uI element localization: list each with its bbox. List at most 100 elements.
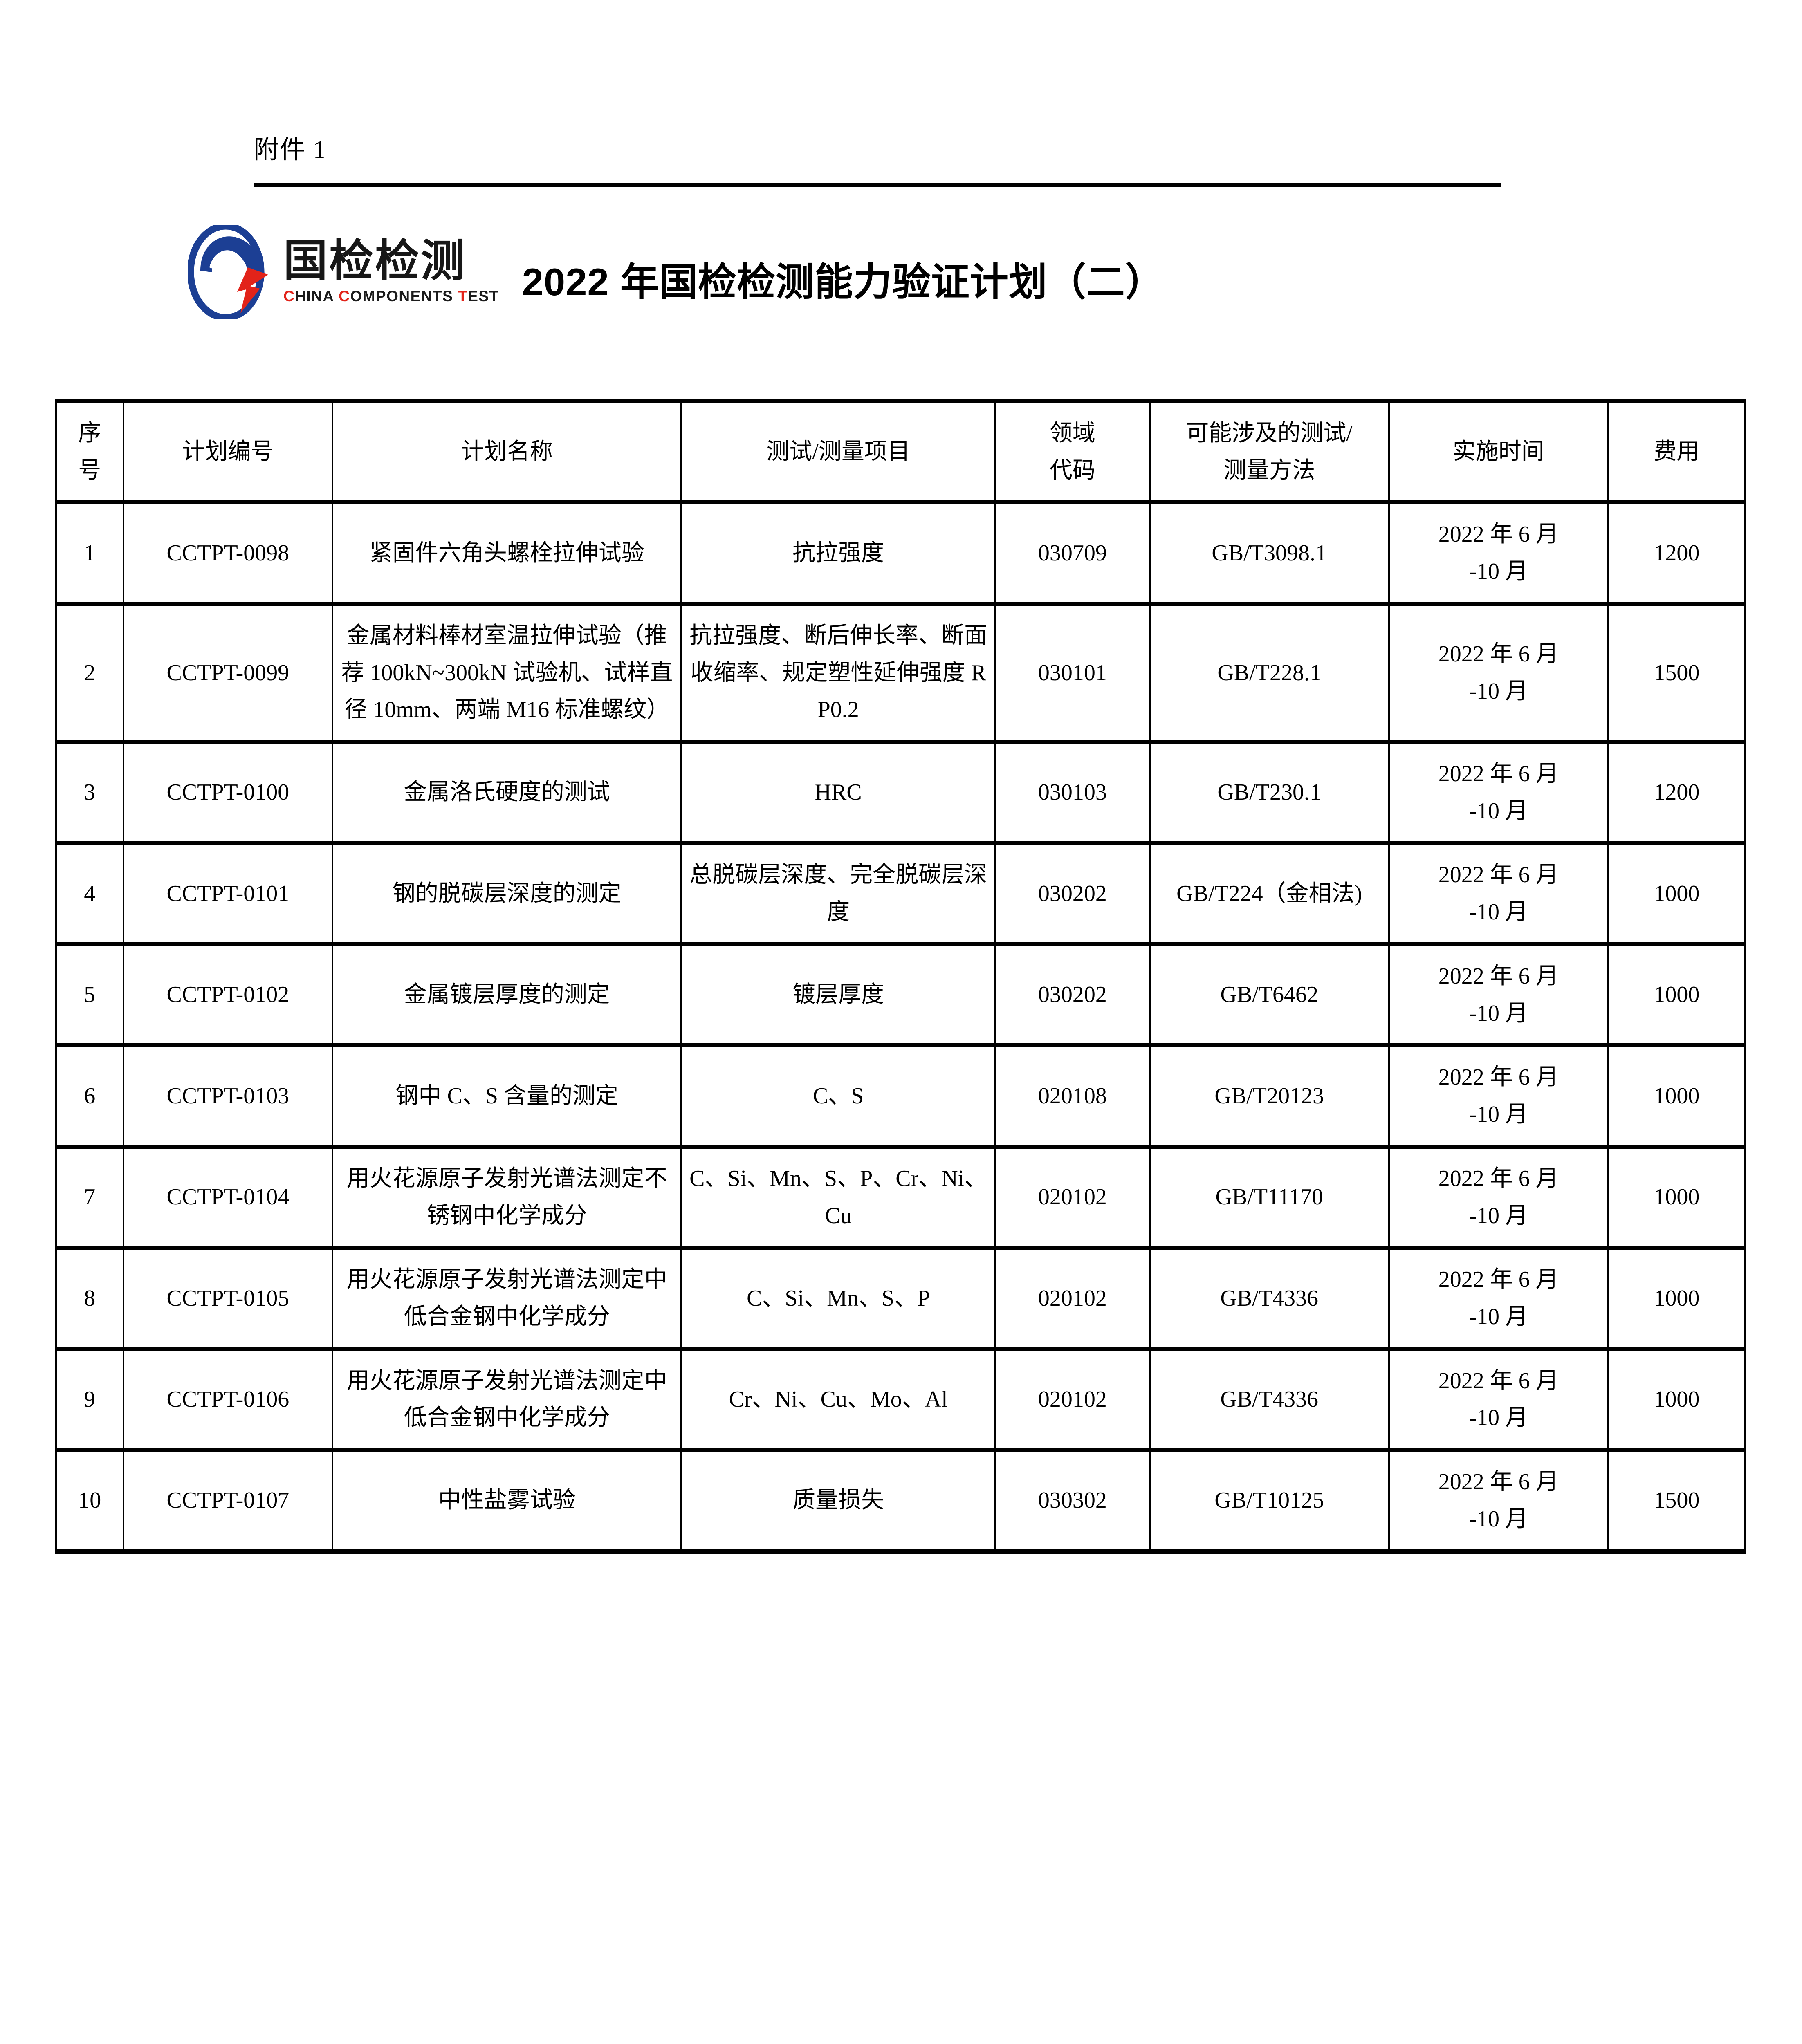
cell-fee: 1500 bbox=[1607, 601, 1746, 744]
cell-plan-name: 金属镀层厚度的测定 bbox=[332, 942, 682, 1048]
cell-test-item: C、Si、Mn、S、P、Cr、Ni、Cu bbox=[680, 1144, 996, 1250]
cell-field-code: 020102 bbox=[994, 1246, 1151, 1351]
cell-plan-name: 用火花源原子发射光谱法测定中低合金钢中化学成分 bbox=[332, 1246, 682, 1351]
column-header-time: 实施时间 bbox=[1388, 398, 1609, 505]
table-row: 10 CCTPT-0107 中性盐雾试验 质量损失 030302 GB/T101… bbox=[55, 1448, 1746, 1554]
cell-plan-name: 中性盐雾试验 bbox=[332, 1448, 682, 1554]
cell-test-item: 镀层厚度 bbox=[680, 942, 996, 1048]
cell-method: GB/T230.1 bbox=[1149, 740, 1390, 845]
table-row: 4 CCTPT-0101 钢的脱碳层深度的测定 总脱碳层深度、完全脱碳层深度 0… bbox=[55, 841, 1746, 946]
cell-field-code: 030101 bbox=[994, 601, 1151, 744]
cell-field-code: 030202 bbox=[994, 942, 1151, 1048]
cell-plan-code: CCTPT-0099 bbox=[122, 601, 334, 744]
cell-time-line1: 2022 年 6 月 bbox=[1438, 862, 1559, 888]
cell-plan-name: 用火花源原子发射光谱法测定不锈钢中化学成分 bbox=[332, 1144, 682, 1250]
cell-fee: 1000 bbox=[1607, 841, 1746, 946]
cell-time: 2022 年 6 月 -10 月 bbox=[1388, 1246, 1609, 1351]
cell-seq: 8 bbox=[55, 1246, 124, 1351]
cell-time-line1: 2022 年 6 月 bbox=[1438, 1267, 1559, 1293]
cell-plan-name: 金属洛氏硬度的测试 bbox=[332, 740, 682, 845]
attachment-label: 附件 1 bbox=[254, 136, 327, 164]
cell-plan-name: 钢的脱碳层深度的测定 bbox=[332, 841, 682, 946]
cell-field-code: 020108 bbox=[994, 1043, 1151, 1149]
cell-seq: 1 bbox=[55, 500, 124, 606]
cell-time-line2: -10 月 bbox=[1469, 1405, 1528, 1431]
cell-test-item: C、S bbox=[680, 1043, 996, 1149]
cell-fee: 1500 bbox=[1607, 1448, 1746, 1554]
logo-chinese-name: 国检检测 bbox=[283, 236, 467, 285]
column-header-field-code-line2: 代码 bbox=[1049, 457, 1095, 483]
cell-plan-code: CCTPT-0104 bbox=[122, 1144, 334, 1250]
cell-method: GB/T4336 bbox=[1149, 1347, 1390, 1452]
cell-test-item: 总脱碳层深度、完全脱碳层深度 bbox=[680, 841, 996, 946]
cell-method: GB/T11170 bbox=[1149, 1144, 1390, 1250]
column-header-plan-code: 计划编号 bbox=[122, 398, 334, 505]
cell-test-item: Cr、Ni、Cu、Mo、Al bbox=[680, 1347, 996, 1452]
cell-time-line2: -10 月 bbox=[1469, 678, 1528, 704]
cell-time: 2022 年 6 月 -10 月 bbox=[1388, 1043, 1609, 1149]
cell-fee: 1000 bbox=[1607, 1246, 1746, 1351]
cell-method: GB/T20123 bbox=[1149, 1043, 1390, 1149]
cell-field-code: 030302 bbox=[994, 1448, 1151, 1554]
cell-field-code: 030202 bbox=[994, 841, 1151, 946]
cell-plan-code: CCTPT-0102 bbox=[122, 942, 334, 1048]
cell-seq: 2 bbox=[55, 601, 124, 744]
proficiency-plan-table: 序 号 计划编号 计划名称 测试/测量项目 领域 代码 可能涉及的测试/ 测量方… bbox=[55, 398, 1746, 1554]
cell-time-line2: -10 月 bbox=[1469, 1506, 1528, 1532]
column-header-method-line2: 测量方法 bbox=[1223, 457, 1315, 483]
column-header-method: 可能涉及的测试/ 测量方法 bbox=[1149, 398, 1390, 505]
cell-plan-code: CCTPT-0106 bbox=[122, 1347, 334, 1452]
cell-fee: 1200 bbox=[1607, 500, 1746, 606]
cell-time: 2022 年 6 月 -10 月 bbox=[1388, 601, 1609, 744]
cell-plan-code: CCTPT-0101 bbox=[122, 841, 334, 946]
cell-plan-name: 钢中 C、S 含量的测定 bbox=[332, 1043, 682, 1149]
table-row: 3 CCTPT-0100 金属洛氏硬度的测试 HRC 030103 GB/T23… bbox=[55, 740, 1746, 845]
cell-fee: 1200 bbox=[1607, 740, 1746, 845]
cell-seq: 6 bbox=[55, 1043, 124, 1149]
cell-method: GB/T228.1 bbox=[1149, 601, 1390, 744]
cell-fee: 1000 bbox=[1607, 1347, 1746, 1452]
cell-fee: 1000 bbox=[1607, 942, 1746, 1048]
column-header-seq-line2: 号 bbox=[78, 457, 101, 483]
cell-time-line1: 2022 年 6 月 bbox=[1438, 1165, 1559, 1191]
table-row: 6 CCTPT-0103 钢中 C、S 含量的测定 C、S 020108 GB/… bbox=[55, 1043, 1746, 1149]
page-title: 2022 年国检检测能力验证计划（二） bbox=[522, 260, 1164, 303]
cell-time-line2: -10 月 bbox=[1469, 1000, 1528, 1026]
cell-time: 2022 年 6 月 -10 月 bbox=[1388, 500, 1609, 606]
logo-text: 国检检测 CHINA COMPONENTS TEST bbox=[283, 228, 499, 316]
cell-plan-name: 紧固件六角头螺栓拉伸试验 bbox=[332, 500, 682, 606]
column-header-plan-name: 计划名称 bbox=[332, 398, 682, 505]
cell-time-line1: 2022 年 6 月 bbox=[1438, 1368, 1559, 1394]
cell-plan-name: 用火花源原子发射光谱法测定中低合金钢中化学成分 bbox=[332, 1347, 682, 1452]
company-logo: 国检检测 CHINA COMPONENTS TEST bbox=[188, 225, 499, 319]
column-header-field-code: 领域 代码 bbox=[994, 398, 1151, 505]
column-header-method-line1: 可能涉及的测试/ bbox=[1186, 421, 1353, 446]
table-header-row: 序 号 计划编号 计划名称 测试/测量项目 领域 代码 可能涉及的测试/ 测量方… bbox=[55, 398, 1746, 505]
cell-method: GB/T4336 bbox=[1149, 1246, 1390, 1351]
cell-plan-code: CCTPT-0100 bbox=[122, 740, 334, 845]
cell-time: 2022 年 6 月 -10 月 bbox=[1388, 841, 1609, 946]
cell-time: 2022 年 6 月 -10 月 bbox=[1388, 1144, 1609, 1250]
cell-plan-name: 金属材料棒材室温拉伸试验（推荐 100kN~300kN 试验机、试样直径 10m… bbox=[332, 601, 682, 744]
cell-time: 2022 年 6 月 -10 月 bbox=[1388, 1448, 1609, 1554]
cell-seq: 7 bbox=[55, 1144, 124, 1250]
cell-plan-code: CCTPT-0103 bbox=[122, 1043, 334, 1149]
cell-test-item: 抗拉强度 bbox=[680, 500, 996, 606]
cell-seq: 5 bbox=[55, 942, 124, 1048]
cell-seq: 10 bbox=[55, 1448, 124, 1554]
cell-time-line2: -10 月 bbox=[1469, 559, 1528, 585]
cell-field-code: 020102 bbox=[994, 1144, 1151, 1250]
cell-fee: 1000 bbox=[1607, 1043, 1746, 1149]
table-row: 8 CCTPT-0105 用火花源原子发射光谱法测定中低合金钢中化学成分 C、S… bbox=[55, 1246, 1746, 1351]
cell-plan-code: CCTPT-0105 bbox=[122, 1246, 334, 1351]
cell-time-line1: 2022 年 6 月 bbox=[1438, 641, 1559, 667]
cell-field-code: 030709 bbox=[994, 500, 1151, 606]
cell-plan-code: CCTPT-0098 bbox=[122, 500, 334, 606]
cell-time-line2: -10 月 bbox=[1469, 1203, 1528, 1228]
cell-time: 2022 年 6 月 -10 月 bbox=[1388, 1347, 1609, 1452]
cell-test-item: 质量损失 bbox=[680, 1448, 996, 1554]
column-header-fee: 费用 bbox=[1607, 398, 1746, 505]
table-row: 2 CCTPT-0099 金属材料棒材室温拉伸试验（推荐 100kN~300kN… bbox=[55, 601, 1746, 744]
cell-method: GB/T3098.1 bbox=[1149, 500, 1390, 606]
